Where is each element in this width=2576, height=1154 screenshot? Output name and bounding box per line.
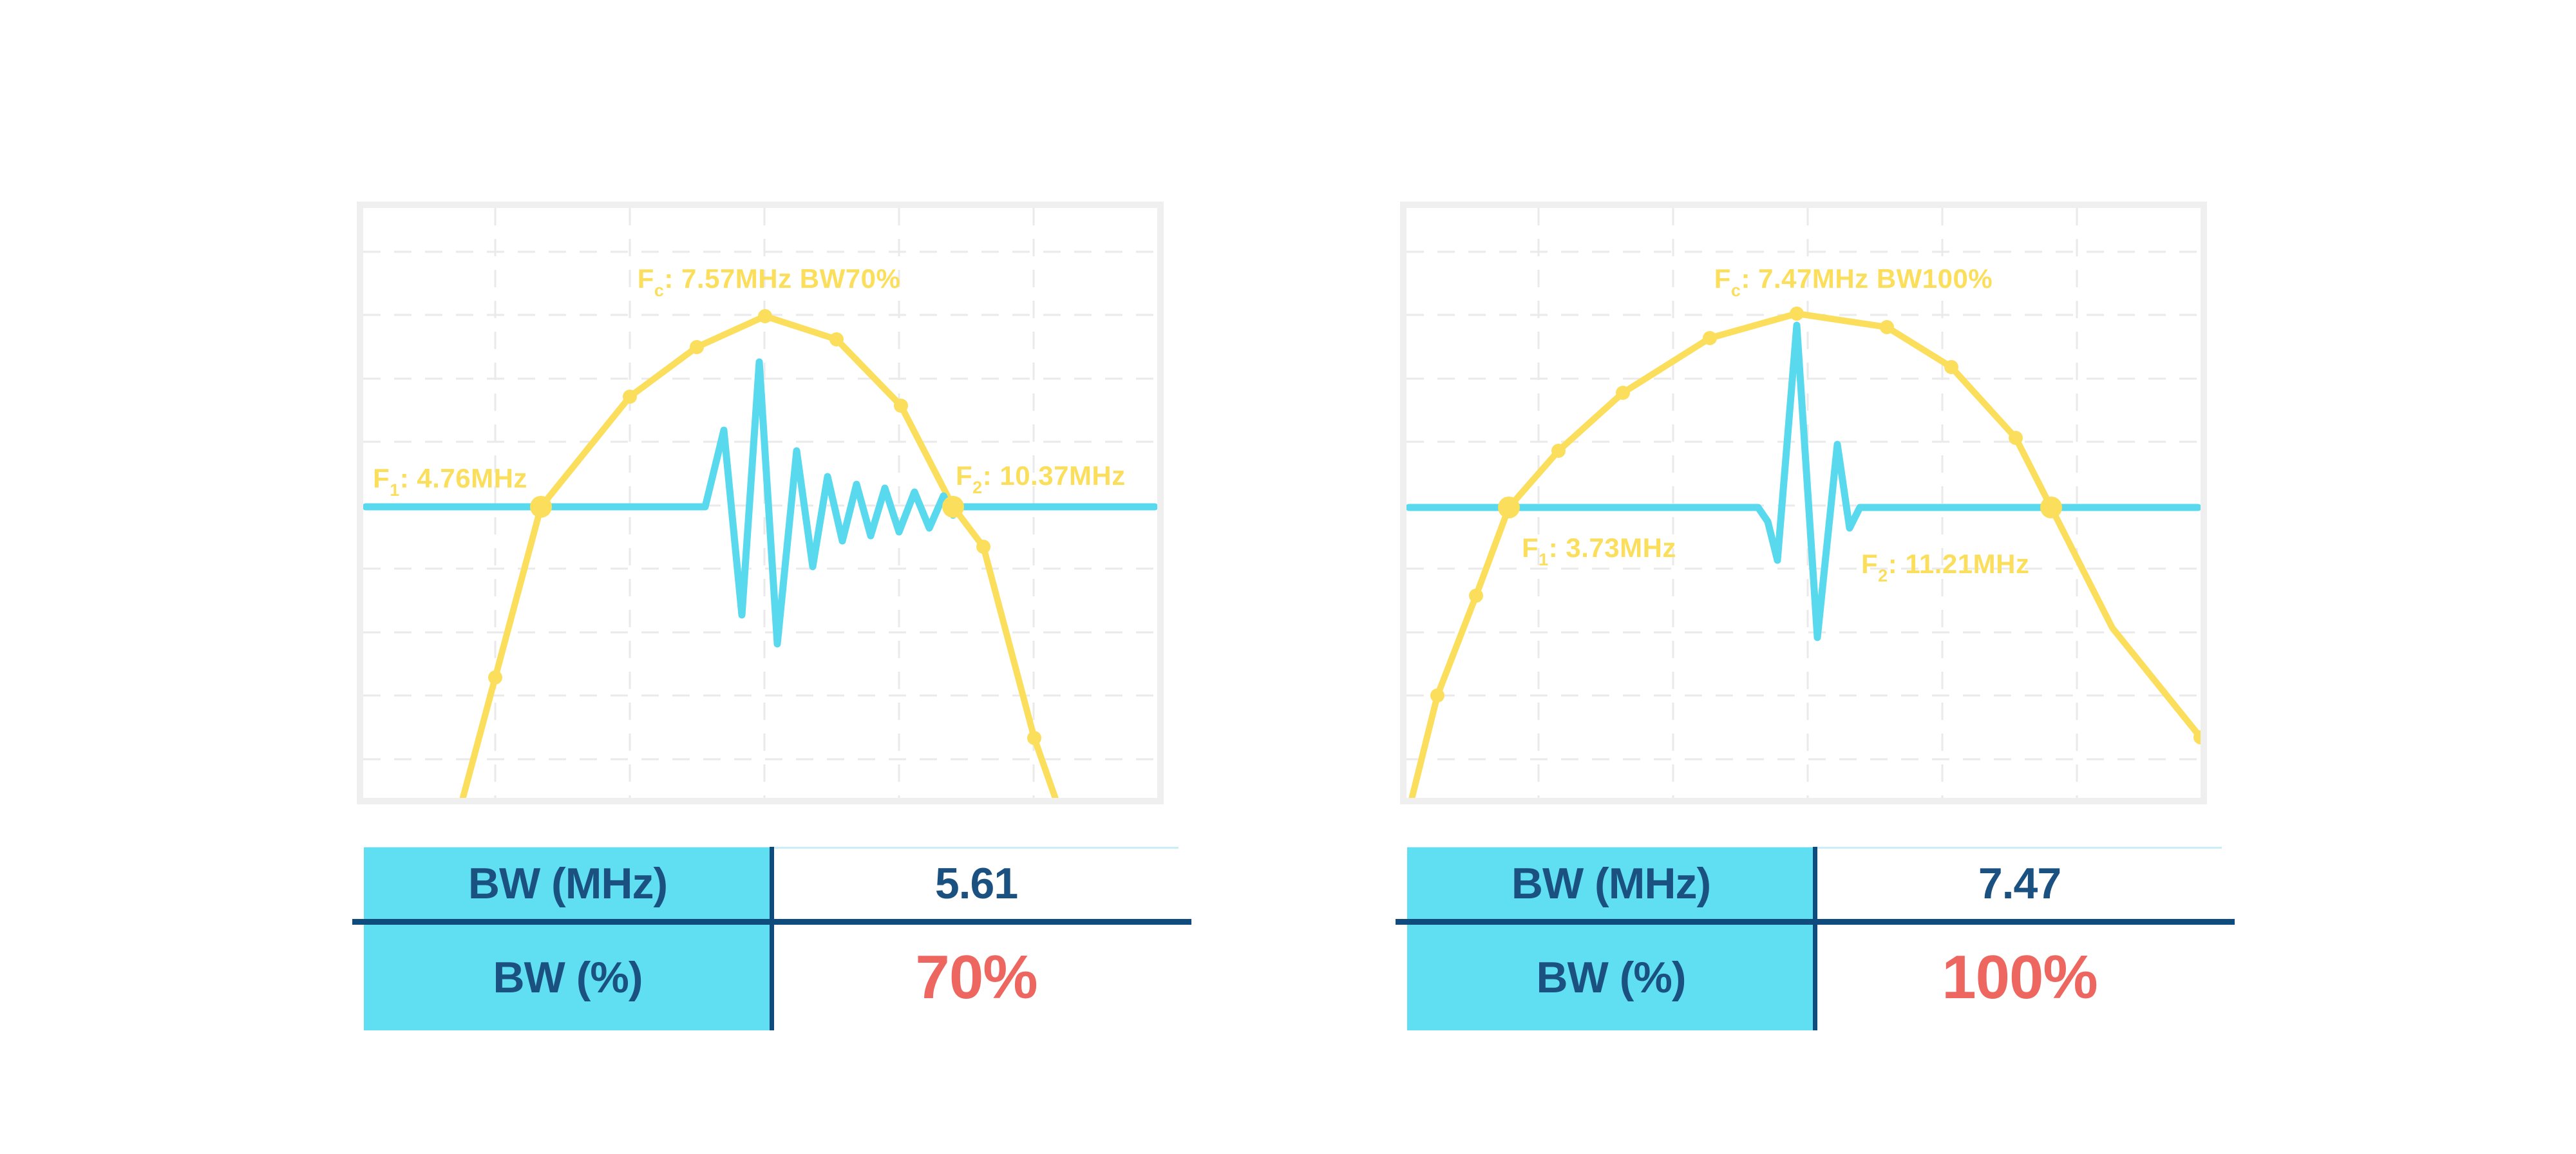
chart-bw100-canvas — [1406, 208, 2201, 798]
table-row-value: 7.47 — [1978, 858, 2061, 908]
annotation-f2-bw70: F2: 10.37MHz — [956, 458, 1126, 506]
chart-bw100: Fc: 7.47MHz BW100% F1: 3.73MHz F2: 11.21… — [1400, 202, 2207, 804]
fc-symbol: F — [637, 263, 654, 294]
table-column-divider — [770, 847, 774, 1030]
f1-symbol: F — [373, 463, 390, 493]
fc-value-text: : 7.57MHz BW70% — [664, 263, 901, 294]
table-row-label: BW (MHz) — [468, 858, 668, 908]
fc-subscript: c — [1730, 281, 1741, 300]
table-header-column — [364, 847, 772, 1030]
table-header-column — [1407, 847, 1815, 1030]
chart-bw70-canvas — [363, 208, 1157, 798]
annotation-fc-bw100: Fc: 7.47MHz BW100% — [1714, 261, 1993, 308]
annotation-f1-bw100: F1: 3.73MHz — [1522, 530, 1676, 578]
f2-symbol: F — [956, 460, 973, 491]
f2-value-text: : 10.37MHz — [982, 460, 1126, 491]
f1-value-text: : 3.73MHz — [1548, 533, 1676, 563]
f2-subscript: 2 — [972, 478, 983, 497]
f2-symbol: F — [1861, 549, 1879, 579]
f2-subscript: 2 — [1878, 566, 1888, 585]
table-row-value-percent: 100% — [1942, 943, 2098, 1012]
f1-subscript: 1 — [1539, 550, 1549, 569]
table-row-label: BW (%) — [493, 953, 643, 1002]
f1-subscript: 1 — [390, 480, 400, 500]
fc-value-text: : 7.47MHz BW100% — [1741, 263, 1993, 294]
f2-value-text: : 11.21MHz — [1888, 549, 2030, 579]
table-row-label: BW (MHz) — [1511, 858, 1711, 908]
annotation-fc-bw70: Fc: 7.57MHz BW70% — [638, 261, 901, 308]
f1-value-text: : 4.76MHz — [399, 463, 527, 493]
table-column-divider — [1813, 847, 1817, 1030]
table-row-value-percent: 70% — [915, 943, 1037, 1012]
fc-subscript: c — [654, 281, 665, 300]
table-row-divider — [352, 919, 1191, 925]
table-row-label: BW (%) — [1536, 953, 1687, 1002]
table-row-divider — [1396, 919, 2235, 925]
table-row-value: 5.61 — [934, 858, 1018, 908]
f1-symbol: F — [1522, 533, 1539, 563]
annotation-f1-bw70: F1: 4.76MHz — [373, 460, 527, 508]
annotation-f2-bw100: F2: 11.21MHz — [1861, 546, 2029, 594]
fc-symbol: F — [1714, 263, 1731, 294]
chart-bw70: Fc: 7.57MHz BW70% F1: 4.76MHz F2: 10.37M… — [357, 202, 1164, 804]
